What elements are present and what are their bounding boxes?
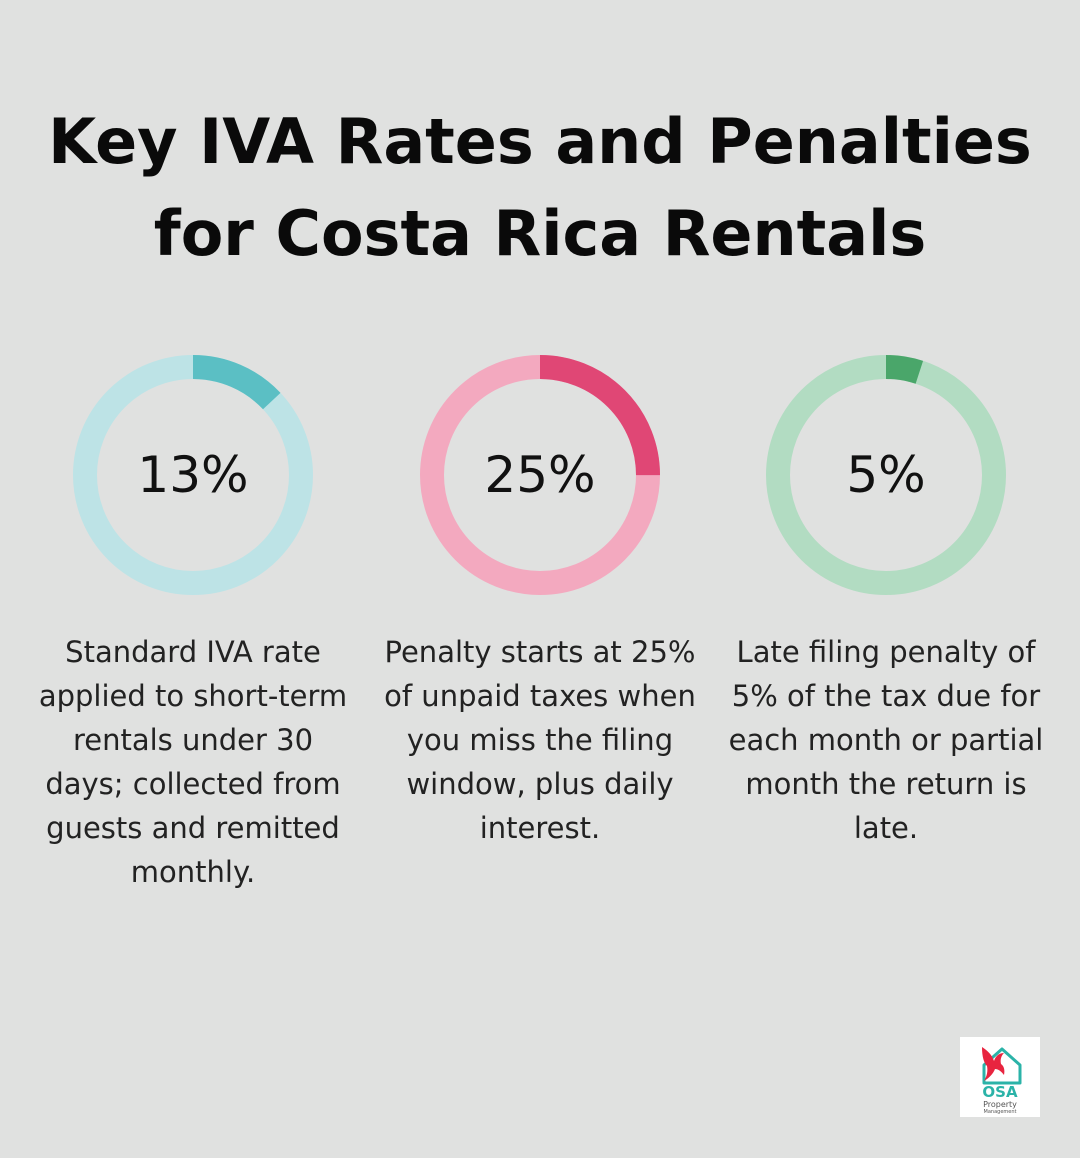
stat-card-iva-rate: 13% Standard IVA rate applied to short-t… — [33, 350, 353, 894]
logo-subtitle-line-2: Management — [983, 1109, 1017, 1115]
page-title-line-1: Key IVA Rates and Penalties — [48, 105, 1032, 178]
donut-value-arc — [420, 355, 660, 595]
logo-subtitle-line-1: Property — [983, 1100, 1017, 1109]
donut-value-arc — [73, 355, 313, 595]
parrot-house-icon — [982, 1047, 1022, 1085]
donut-chart: 25% — [415, 350, 665, 600]
donut-chart: 13% — [68, 350, 318, 600]
donut-value-label: 13% — [137, 446, 249, 504]
page-title: Key IVA Rates and Penalties for Costa Ri… — [0, 96, 1080, 280]
stat-description: Penalty starts at 25% of unpaid taxes wh… — [384, 635, 696, 845]
logo-brand-text: OSA — [982, 1083, 1018, 1101]
donut-chart: 5% — [761, 350, 1011, 600]
stat-description: Late filing penalty of 5% of the tax due… — [728, 635, 1044, 845]
stat-card-penalty: 25% Penalty starts at 25% of unpaid taxe… — [380, 350, 700, 850]
stat-description: Standard IVA rate applied to short-term … — [38, 635, 348, 889]
donut-value-arc — [766, 355, 1006, 595]
stat-card-late-filing: 5% Late filing penalty of 5% of the tax … — [726, 350, 1046, 850]
donut-value-label: 25% — [484, 446, 596, 504]
donut-svg — [766, 355, 1006, 595]
donut-svg — [73, 355, 313, 595]
donut-svg — [420, 355, 660, 595]
donut-value-label: 5% — [846, 446, 926, 504]
page-title-line-2: for Costa Rica Rentals — [153, 197, 927, 270]
company-logo: OSA Property Management — [960, 1037, 1040, 1117]
